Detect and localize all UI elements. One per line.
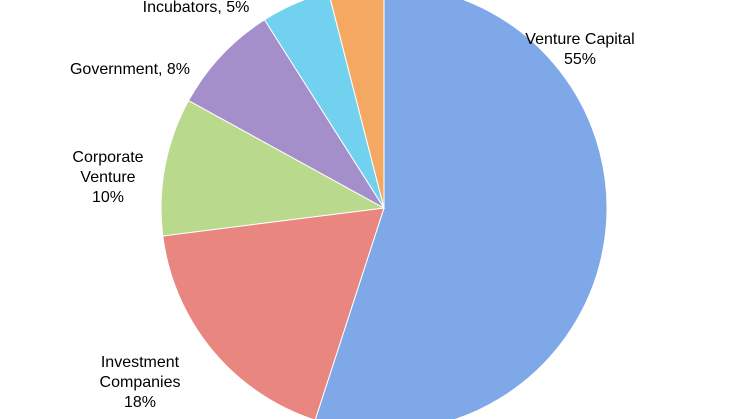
pie-slice xyxy=(160,99,386,237)
pie-slice xyxy=(314,0,608,419)
pie-slice xyxy=(187,19,385,209)
slice-label: Government, 8% xyxy=(69,61,191,78)
slice-label: Incubators, 5% xyxy=(142,0,250,16)
slice-label: Investment Companies 18% xyxy=(99,354,181,411)
slice-label: Corporate Venture 10% xyxy=(72,149,144,206)
pie-slice xyxy=(330,0,385,209)
slice-label: Venture Capital 55% xyxy=(525,31,635,68)
pie-slice xyxy=(263,0,385,209)
pie-slice xyxy=(162,207,385,419)
